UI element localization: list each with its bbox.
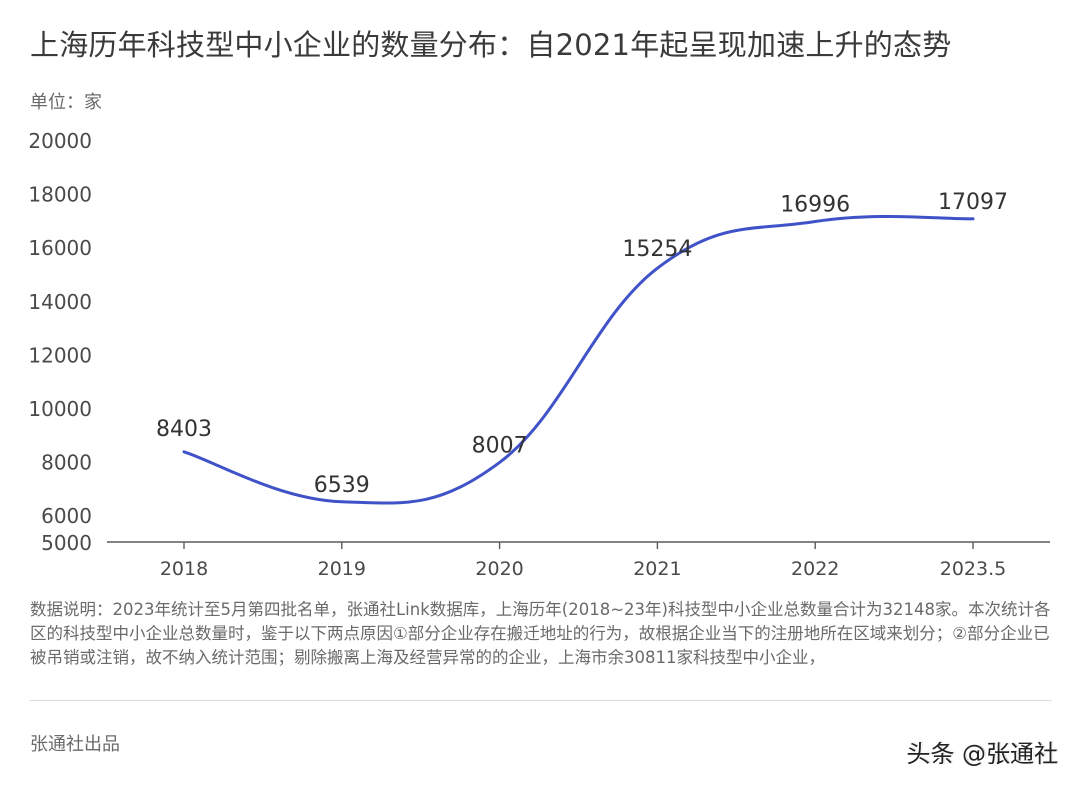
y-tick-label: 16000 [28, 236, 92, 260]
data-label: 15254 [622, 237, 692, 262]
x-tick-label: 2019 [318, 558, 366, 580]
y-tick-label: 8000 [41, 451, 92, 475]
x-tick-label: 2020 [475, 558, 523, 580]
data-label: 17097 [938, 190, 1008, 215]
x-tick-label: 2023.5 [940, 558, 1006, 580]
y-tick-label: 20000 [28, 129, 92, 153]
data-note: 数据说明：2023年统计至5月第四批名单，张通社Link数据库，上海历年(201… [30, 600, 1051, 667]
data-label: 8007 [472, 433, 528, 458]
data-label: 8403 [156, 417, 212, 442]
y-axis-labels: 20000 18000 16000 14000 12000 10000 8000 6000 50… [28, 129, 92, 555]
x-tick-label: 2022 [791, 558, 839, 580]
x-tick-label: 2018 [160, 558, 208, 580]
series-line [182, 214, 975, 505]
data-label: 16996 [780, 193, 850, 218]
x-axis: 2018 2019 2020 2021 2022 2023.5 [107, 541, 1050, 580]
divider [30, 700, 1052, 701]
chart-title: 上海历年科技型中小企业的数量分布：自2021年起呈现加速上升的态势 [30, 28, 952, 62]
unit-label: 单位：家 [30, 92, 102, 113]
y-tick-label: 12000 [28, 343, 92, 367]
credit-text: 张通社出品 [30, 734, 120, 755]
y-tick-label: 5000 [41, 531, 92, 555]
x-tick-label: 2021 [633, 558, 681, 580]
line-chart: 20000 18000 16000 14000 12000 10000 8000 6000 50… [28, 129, 1050, 580]
y-tick-label: 14000 [28, 290, 92, 314]
data-label: 6539 [314, 473, 370, 498]
watermark: 头条 @张通社 [906, 740, 1058, 768]
y-tick-label: 10000 [28, 397, 92, 421]
y-tick-label: 18000 [28, 183, 92, 207]
data-labels: 8403 6539 8007 15254 16996 17097 [156, 190, 1008, 498]
y-tick-label: 6000 [41, 504, 92, 528]
